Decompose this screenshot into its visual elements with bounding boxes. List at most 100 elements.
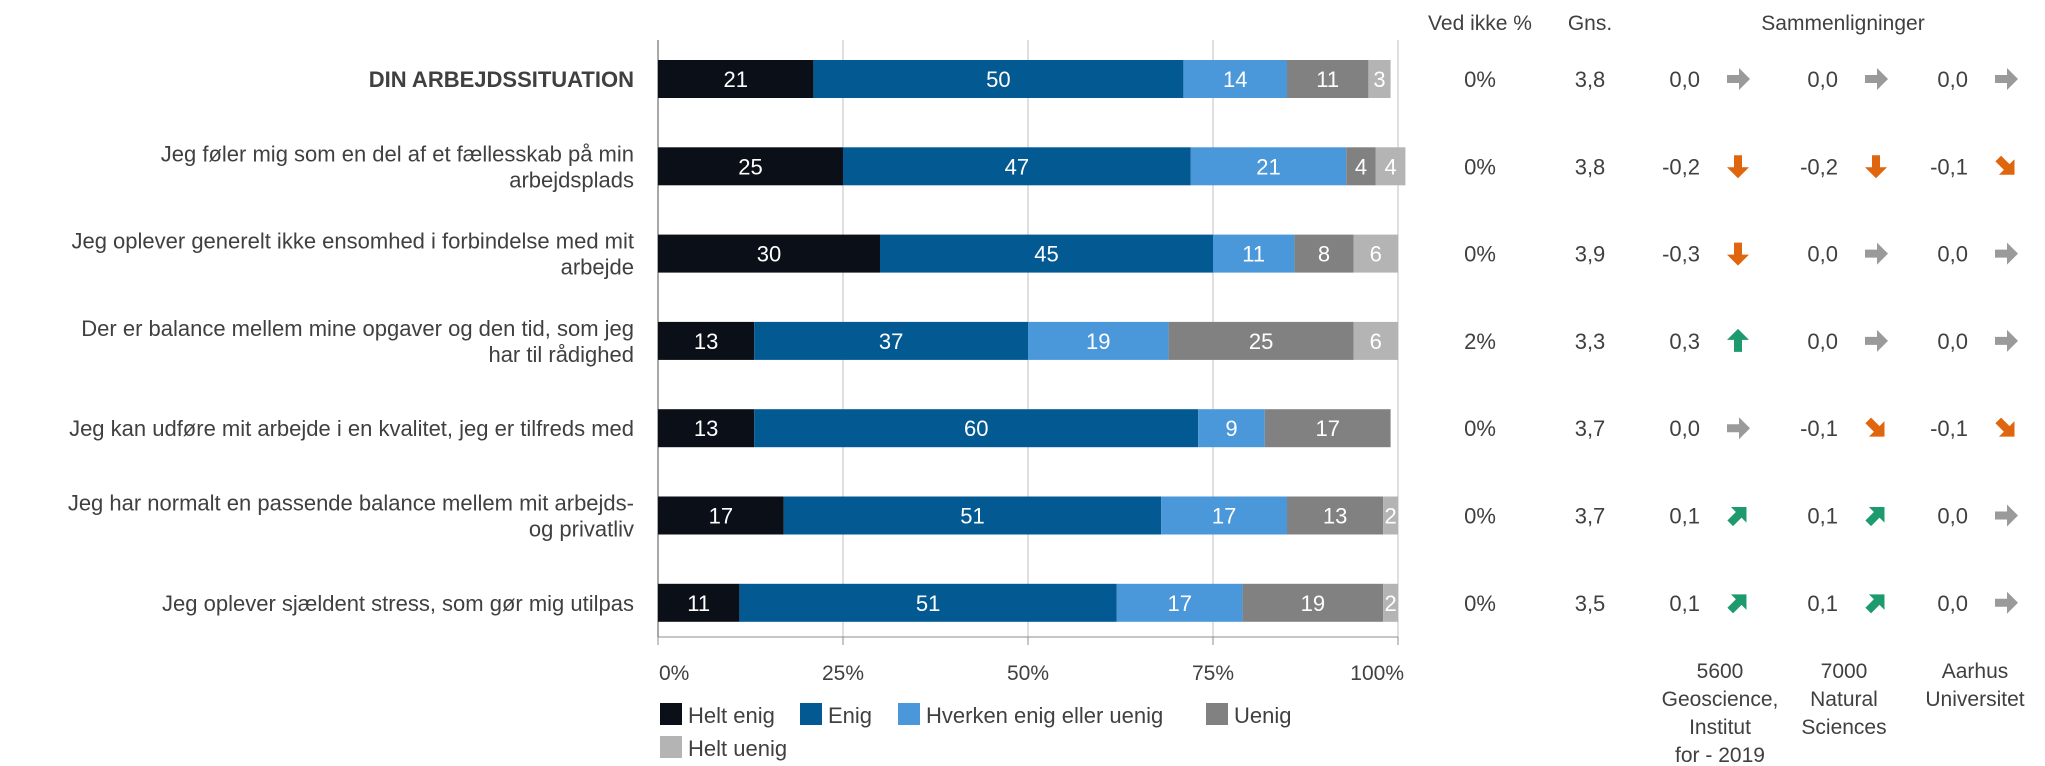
bar-segment xyxy=(1353,234,1398,273)
legend-label: Enig xyxy=(828,703,872,728)
bar-segment xyxy=(1294,234,1354,273)
gns-header: Gns. xyxy=(1568,12,1612,35)
trend-arrow-right-icon xyxy=(1995,242,2018,265)
x-tick-label: 25% xyxy=(822,662,864,685)
bar-value-label: 25 xyxy=(1249,329,1273,354)
legend-swatch xyxy=(898,703,920,725)
bar-value-label: 3 xyxy=(1373,67,1385,92)
bar-value-label: 50 xyxy=(986,67,1010,92)
bar-segment xyxy=(1383,583,1398,622)
comparison-group-label: 5600 xyxy=(1697,660,1744,683)
bar-segment xyxy=(1242,583,1384,622)
legend-label: Helt enig xyxy=(688,703,775,728)
comparison-value: 0,1 xyxy=(1669,504,1700,529)
legend-item: Helt enig xyxy=(660,703,775,728)
comparison-value: -0,2 xyxy=(1662,154,1700,179)
bar-value-label: 13 xyxy=(694,416,718,441)
x-tick-label: 50% xyxy=(1007,662,1049,685)
bar-segment xyxy=(1183,60,1287,98)
x-tick-label: 100% xyxy=(1350,662,1404,685)
x-tick-label: 75% xyxy=(1192,662,1234,685)
bar-value-label: 19 xyxy=(1301,591,1325,616)
gns-value: 3,9 xyxy=(1575,242,1606,267)
trend-arrow-right-icon xyxy=(1995,591,2018,614)
bar-value-label: 60 xyxy=(964,416,988,441)
bar-value-label: 13 xyxy=(694,329,718,354)
row-label: Jeg oplever generelt ikke ensomhed i for… xyxy=(71,229,634,254)
trend-arrow-right-icon xyxy=(1727,417,1750,440)
trend-arrow-down-icon xyxy=(1727,242,1749,266)
trend-arrow-right-icon xyxy=(1865,68,1888,90)
bar-row: 11 51 17 19 2 xyxy=(658,583,1398,622)
bar-value-label: 6 xyxy=(1370,329,1382,354)
comparison-value: -0,1 xyxy=(1930,416,1968,441)
trend-arrow-right-icon xyxy=(1727,68,1750,90)
bar-value-label: 47 xyxy=(1005,154,1029,179)
bar-value-label: 4 xyxy=(1355,154,1367,179)
row-label: Jeg kan udføre mit arbejde i en kvalitet… xyxy=(69,416,634,441)
trend-arrow-right-icon xyxy=(1995,68,2018,90)
bar-value-label: 17 xyxy=(709,504,733,529)
comparison-group-label: Universitet xyxy=(1925,688,2024,711)
row-label: og privatliv xyxy=(529,517,634,542)
gns-value: 3,3 xyxy=(1575,329,1606,354)
bar-value-label: 51 xyxy=(960,504,984,529)
gns-value: 3,8 xyxy=(1575,67,1606,92)
legend-item: Uenig xyxy=(1206,703,1291,728)
comparison-value: -0,3 xyxy=(1662,242,1700,267)
comparison-value: -0,1 xyxy=(1800,416,1838,441)
bar-value-label: 25 xyxy=(738,154,762,179)
bar-value-label: 19 xyxy=(1086,329,1110,354)
comparison-value: 0,0 xyxy=(1807,67,1838,92)
comparison-value: -0,2 xyxy=(1800,154,1838,179)
row-label: arbejde xyxy=(561,255,634,280)
bar-segment xyxy=(658,409,755,448)
bar-row: 13 37 19 25 6 xyxy=(658,321,1398,360)
comparison-group-label: Sciences xyxy=(1801,716,1886,739)
trend-arrow-down-icon xyxy=(1727,155,1749,179)
comparison-group-label: Geoscience, xyxy=(1662,688,1779,711)
bar-segment xyxy=(658,321,755,360)
legend-swatch xyxy=(800,703,822,725)
comparison-group-label: Natural xyxy=(1810,688,1878,711)
trend-arrow-right-icon xyxy=(1995,504,2018,527)
bar-value-label: 51 xyxy=(916,591,940,616)
bar-value-label: 2 xyxy=(1384,591,1396,616)
comparison-value: 0,1 xyxy=(1669,591,1700,616)
bar-segment xyxy=(1161,496,1287,535)
bar-segment xyxy=(1198,409,1265,448)
bar-value-label: 6 xyxy=(1370,242,1382,267)
bar-segment xyxy=(658,583,740,622)
ved-ikke-header: Ved ikke % xyxy=(1428,12,1532,35)
x-tick-label: 0% xyxy=(659,662,689,685)
bar-value-label: 21 xyxy=(1256,154,1280,179)
bar-segment xyxy=(1287,60,1369,98)
bar-segment xyxy=(658,147,843,186)
bar-value-label: 14 xyxy=(1223,67,1247,92)
trend-arrow-up-icon xyxy=(1727,328,1749,352)
bar-row: 17 51 17 13 2 xyxy=(658,496,1398,535)
bar-segment xyxy=(1168,321,1354,360)
comparison-value: 0,0 xyxy=(1937,67,1968,92)
bar-value-label: 2 xyxy=(1384,504,1396,529)
comparison-group-label: Institut xyxy=(1689,716,1751,739)
legend-item: Enig xyxy=(800,703,872,728)
bar-value-label: 4 xyxy=(1384,154,1396,179)
bar-segment xyxy=(813,60,1184,98)
comparison-value: 0,1 xyxy=(1807,504,1838,529)
gns-value: 3,8 xyxy=(1575,154,1606,179)
comparison-value: 0,3 xyxy=(1669,329,1700,354)
bar-segment xyxy=(880,234,1213,273)
legend-label: Helt uenig xyxy=(688,736,787,761)
comparison-value: 0,0 xyxy=(1669,416,1700,441)
sammenligninger-header: Sammenligninger xyxy=(1761,12,1924,35)
bar-segment xyxy=(783,496,1162,535)
ved-ikke-value: 0% xyxy=(1464,154,1496,179)
bar-value-label: 8 xyxy=(1318,242,1330,267)
comparison-value: 0,1 xyxy=(1807,591,1838,616)
trend-arrow-up-right-icon xyxy=(1727,594,1747,614)
bar-segment xyxy=(843,147,1191,186)
bar-segment xyxy=(658,496,784,535)
trend-arrow-up-right-icon xyxy=(1865,594,1885,614)
